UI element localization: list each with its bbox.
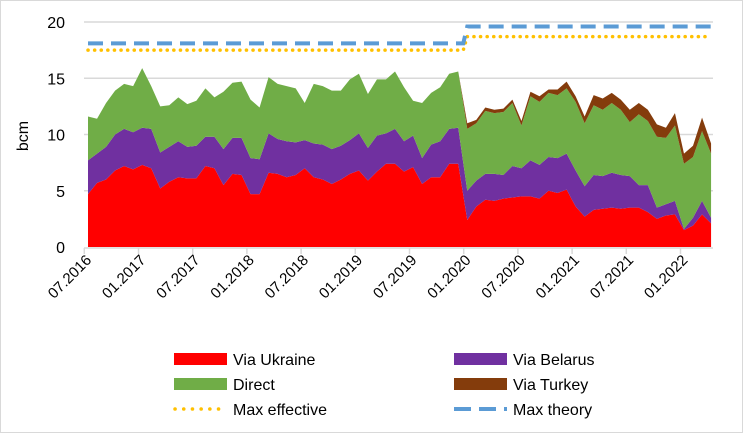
x-tick-label: 07.2019 [370, 252, 420, 302]
y-tick-label: 0 [56, 240, 65, 257]
y-tick-label: 5 [56, 184, 65, 201]
legend-swatch [174, 353, 227, 365]
x-tick-label: 01.2019 [316, 252, 366, 302]
legend-label: Via Turkey [513, 377, 588, 394]
y-tick-label: 10 [47, 128, 65, 145]
legend-item-via-belarus: Via Belarus [454, 352, 595, 369]
area-via-belarus [88, 127, 712, 231]
legend-item-max-theory: Max theory [454, 402, 592, 419]
legend-item-max-effective: Max effective [173, 402, 327, 419]
area-direct [88, 68, 712, 229]
y-axis-label: bcm [15, 121, 32, 151]
legend-item-via-turkey: Via Turkey [454, 377, 588, 394]
x-tick-label: 01.2021 [533, 252, 583, 302]
capacity-lines [86, 24, 713, 52]
x-tick-label: 01.2020 [424, 252, 474, 302]
y-axis: 0 5 10 15 20 [47, 15, 65, 257]
y-tick-label: 15 [47, 71, 65, 88]
x-axis: 07.2016 01.2017 07.2017 01.2018 07.2018 01.20… [45, 247, 713, 302]
y-tick-label: 20 [47, 15, 65, 32]
legend-label: Direct [233, 377, 275, 394]
legend-swatch [174, 378, 227, 390]
x-tick-label: 07.2017 [153, 252, 203, 302]
legend-label: Via Ukraine [233, 352, 316, 369]
legend-label: Max theory [513, 402, 592, 419]
x-tick-label: 07.2016 [45, 252, 95, 302]
x-tick-label: 07.2021 [587, 252, 637, 302]
legend-item-direct: Direct [174, 377, 275, 394]
area-series [88, 68, 712, 247]
legend-label: Via Belarus [513, 352, 595, 369]
x-tick-label: 01.2017 [99, 252, 149, 302]
x-tick-label: 07.2018 [262, 252, 312, 302]
legend-swatch [454, 378, 507, 390]
x-tick-label: 01.2018 [207, 252, 257, 302]
area-via-ukraine [88, 163, 712, 247]
x-tick-label: 07.2020 [478, 252, 528, 302]
legend-item-via-ukraine: Via Ukraine [174, 352, 316, 369]
legend-label: Max effective [233, 402, 327, 419]
legend: Via Ukraine Via Belarus Direct Via Turkey Ma… [173, 352, 595, 419]
x-tick-label: 01.2022 [641, 252, 691, 302]
line-max-theory [88, 24, 712, 46]
area-via-turkey [88, 68, 712, 164]
legend-swatch [454, 353, 507, 365]
